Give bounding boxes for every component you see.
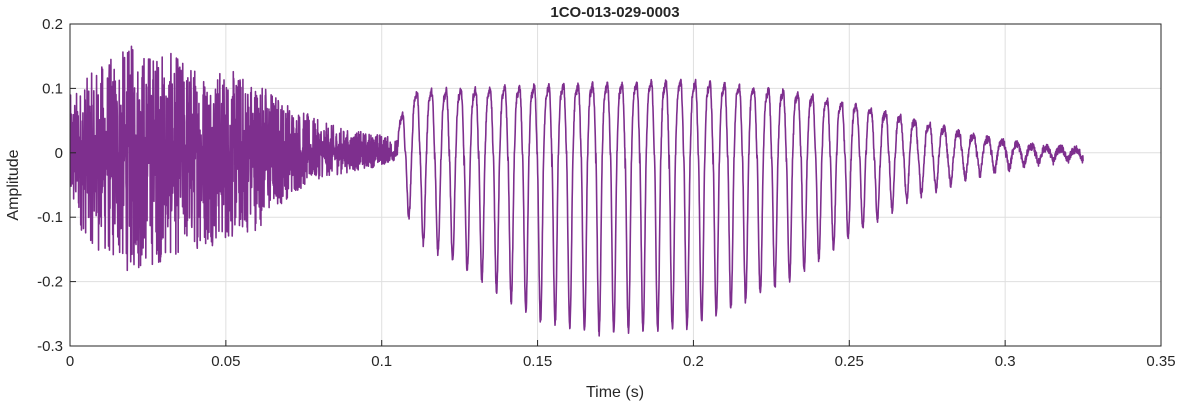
x-axis-ticks: 0 0.05 0.1 0.15 0.2 0.25 0.3 0.35 [66, 340, 1176, 370]
x-tick-label: 0.35 [1146, 353, 1175, 370]
y-axis-ticks: -0.3 -0.2 -0.1 0 0.1 0.2 [37, 16, 76, 355]
plot-series-group [70, 45, 1084, 337]
x-tick-label: 0.05 [211, 353, 240, 370]
series-line-waveform [70, 45, 1084, 337]
y-tick-label: -0.2 [37, 274, 63, 291]
plot-area-frame [69, 23, 1162, 347]
y-tick-label: -0.3 [37, 338, 63, 355]
y-tick-label: 0 [55, 145, 63, 162]
x-tick-label: 0.25 [835, 353, 864, 370]
x-tick-label: 0.1 [371, 353, 392, 370]
chart-title: 1CO-013-029-0003 [550, 4, 679, 21]
y-axis-label: Amplitude [5, 149, 22, 220]
y-tick-label: 0.2 [42, 16, 63, 33]
y-tick-label: 0.1 [42, 80, 63, 97]
x-tick-label: 0 [66, 353, 74, 370]
x-axis-label: Time (s) [586, 384, 644, 401]
x-tick-label: 0.15 [523, 353, 552, 370]
x-tick-label: 0.3 [995, 353, 1016, 370]
y-tick-label: -0.1 [37, 209, 63, 226]
x-tick-label: 0.2 [683, 353, 704, 370]
